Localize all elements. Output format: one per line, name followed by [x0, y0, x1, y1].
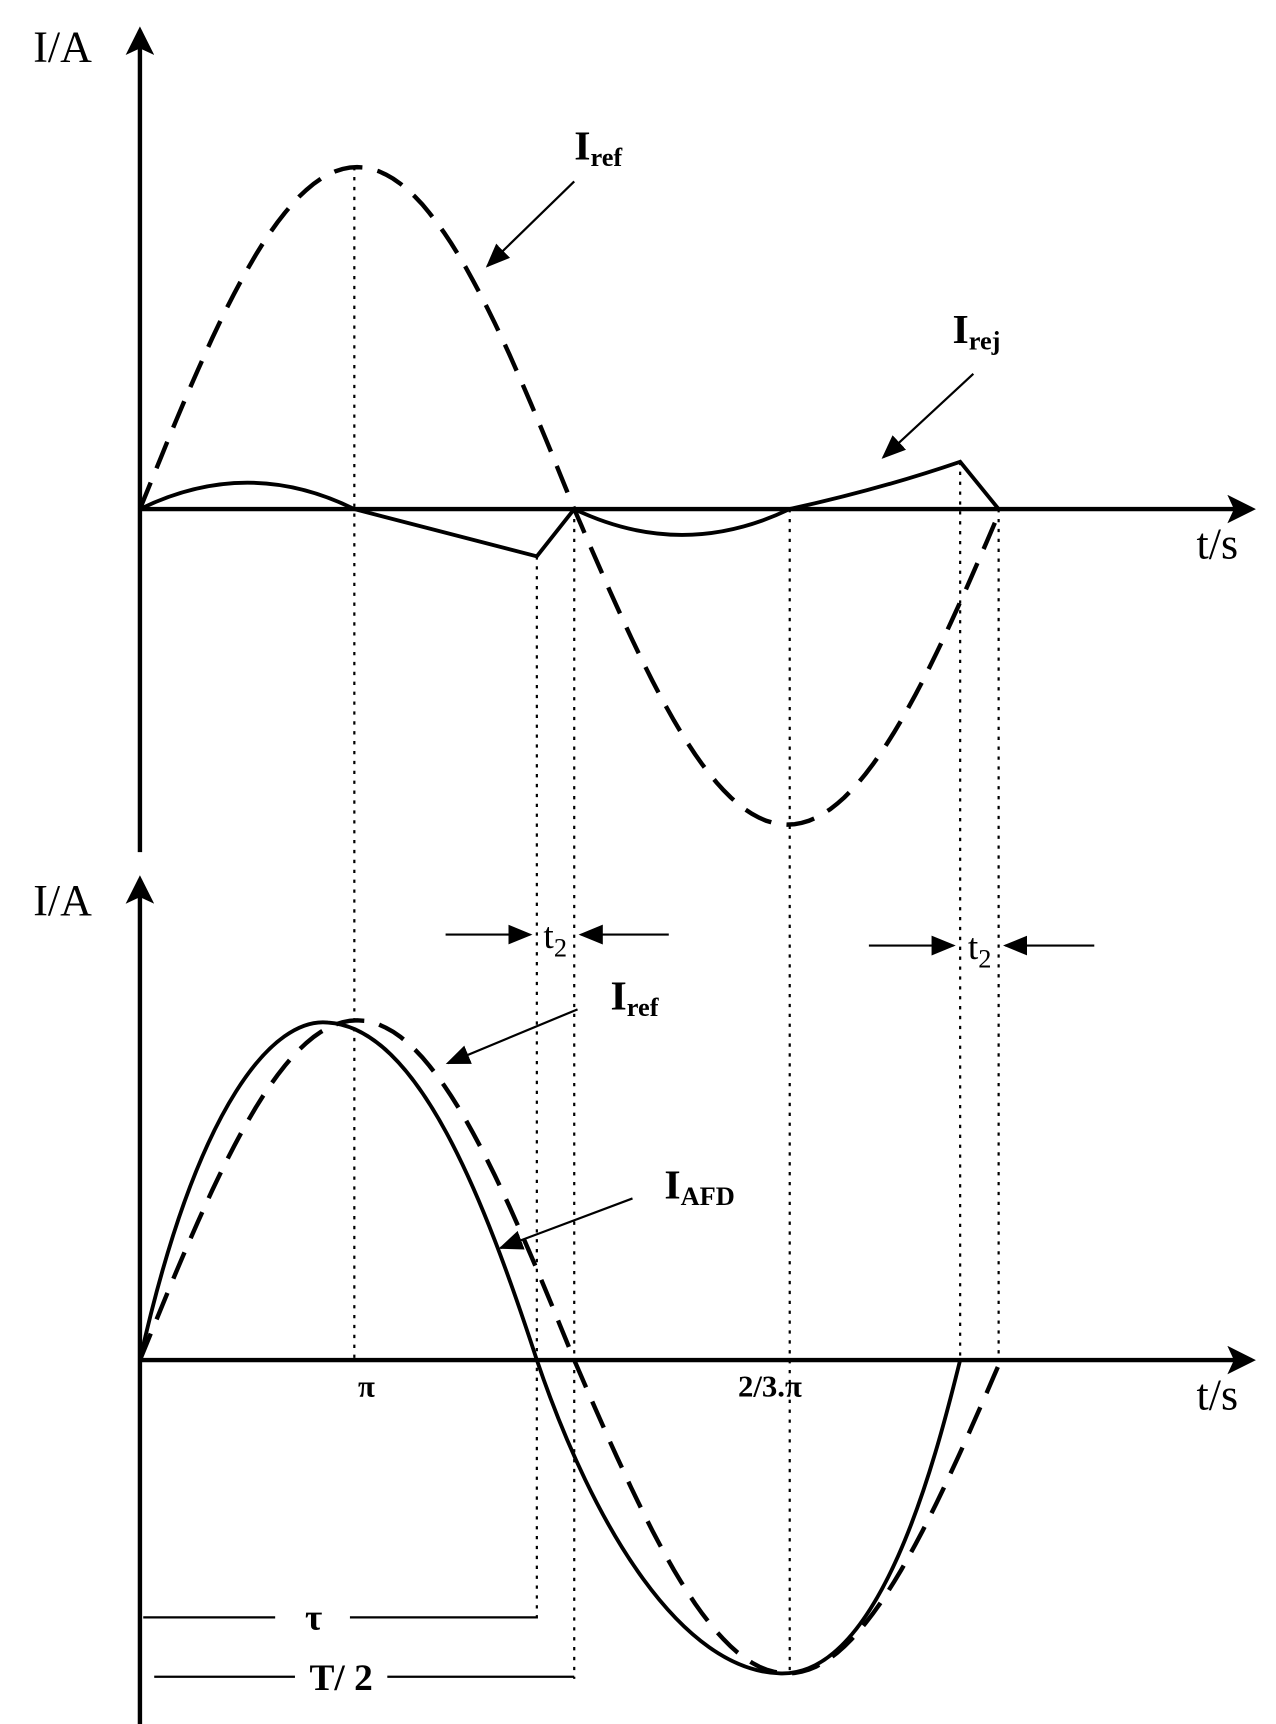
pointer-arrow [881, 373, 975, 459]
x-tick-label: 2/3.π [738, 1369, 802, 1403]
curve-label: IAFD [664, 1162, 734, 1211]
reference-current [137, 1018, 1003, 1676]
pointer-arrow [485, 180, 575, 268]
reference-current [137, 164, 1003, 827]
x-axis-label: t/s [1197, 1371, 1239, 1420]
y-axis-label: I/A [33, 23, 92, 72]
rejection-current [139, 459, 1001, 559]
curves [137, 164, 1003, 1676]
interval-label: t2 [968, 927, 992, 974]
curve-label: Irej [952, 307, 1000, 356]
x-tick-label: π [358, 1369, 375, 1403]
y-axis-label: I/A [33, 876, 92, 925]
x-axis-label: t/s [1197, 520, 1239, 569]
interval-label: τ [305, 1597, 322, 1638]
interval-label: T/ 2 [309, 1658, 372, 1699]
curve-label: Iref [574, 123, 623, 172]
afd-current [138, 1020, 963, 1676]
pointer-arrow [445, 1008, 578, 1065]
interval-label: t2 [543, 916, 567, 963]
pointer-arrow [498, 1197, 633, 1250]
curve-label: Iref [611, 973, 660, 1022]
